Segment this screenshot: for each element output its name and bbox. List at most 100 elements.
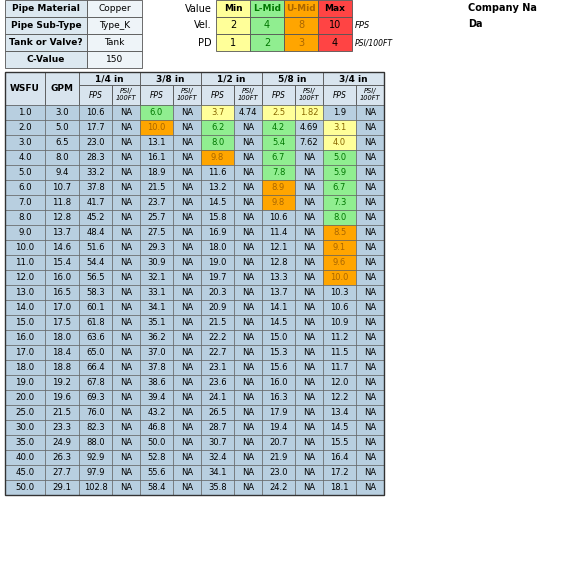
Text: NA: NA (303, 363, 315, 372)
Bar (112, 315, 140, 330)
Bar (140, 480, 173, 495)
Text: 18.8: 18.8 (52, 363, 71, 372)
Text: 6.2: 6.2 (211, 123, 224, 132)
Text: 33.1: 33.1 (147, 288, 166, 297)
Bar (5, 345, 45, 360)
Bar (5, 150, 45, 165)
Bar (173, 165, 201, 180)
Text: 17.5: 17.5 (52, 318, 71, 327)
Text: NA: NA (364, 228, 376, 237)
Text: 23.1: 23.1 (208, 363, 227, 372)
Text: 3.7: 3.7 (211, 108, 224, 117)
Bar (45, 270, 79, 285)
Text: NA: NA (181, 288, 193, 297)
Bar (140, 375, 173, 390)
Text: NA: NA (181, 483, 193, 492)
Bar (79, 450, 112, 465)
Text: 69.3: 69.3 (86, 393, 105, 402)
Bar (173, 435, 201, 450)
Text: 16.0: 16.0 (269, 378, 288, 387)
Text: 20.3: 20.3 (208, 288, 227, 297)
Bar (173, 375, 201, 390)
Text: 23.6: 23.6 (208, 378, 227, 387)
Text: PD: PD (198, 38, 212, 48)
Bar (234, 210, 262, 225)
Text: NA: NA (303, 168, 315, 177)
Bar (356, 105, 384, 120)
Bar (5, 450, 45, 465)
Bar (234, 270, 262, 285)
Bar (5, 105, 45, 120)
Text: 6.7: 6.7 (272, 153, 285, 162)
Text: NA: NA (364, 423, 376, 432)
Bar (173, 255, 201, 270)
Bar (356, 300, 384, 315)
Text: 5/8 in: 5/8 in (278, 74, 307, 83)
Text: NA: NA (364, 138, 376, 147)
Text: NA: NA (364, 468, 376, 477)
Bar (356, 195, 384, 210)
Text: 8.0: 8.0 (211, 138, 224, 147)
Text: 21.9: 21.9 (269, 453, 288, 462)
Bar (112, 105, 140, 120)
Bar (262, 300, 295, 315)
Text: 11.0: 11.0 (16, 258, 35, 267)
Text: 16.0: 16.0 (16, 333, 35, 342)
Text: 9.8: 9.8 (272, 198, 285, 207)
Text: NA: NA (181, 318, 193, 327)
Text: NA: NA (303, 348, 315, 357)
Text: 39.4: 39.4 (147, 393, 166, 402)
Text: 9.6: 9.6 (333, 258, 346, 267)
Bar (295, 85, 323, 105)
Bar (295, 270, 323, 285)
Text: NA: NA (242, 258, 254, 267)
Text: 7.0: 7.0 (18, 198, 32, 207)
Bar (201, 480, 234, 495)
Text: NA: NA (364, 108, 376, 117)
Bar (295, 240, 323, 255)
Text: NA: NA (120, 288, 132, 297)
Text: NA: NA (364, 213, 376, 222)
Bar (45, 435, 79, 450)
Bar (5, 480, 45, 495)
Text: NA: NA (242, 378, 254, 387)
Bar (323, 405, 356, 420)
Text: NA: NA (364, 123, 376, 132)
Text: NA: NA (181, 138, 193, 147)
Bar (323, 270, 356, 285)
Bar (45, 135, 79, 150)
Text: 17.0: 17.0 (16, 348, 35, 357)
Bar (234, 390, 262, 405)
Bar (79, 390, 112, 405)
Bar (79, 72, 140, 85)
Bar (356, 465, 384, 480)
Bar (262, 375, 295, 390)
Text: NA: NA (242, 303, 254, 312)
Text: 24.2: 24.2 (269, 483, 288, 492)
Bar (79, 300, 112, 315)
Bar (79, 255, 112, 270)
Text: 8.0: 8.0 (18, 213, 32, 222)
Bar (79, 285, 112, 300)
Text: 20.9: 20.9 (208, 303, 227, 312)
Text: 13.7: 13.7 (52, 228, 71, 237)
Text: 18.0: 18.0 (16, 363, 35, 372)
Bar (201, 120, 234, 135)
Text: 97.9: 97.9 (86, 468, 105, 477)
Text: 76.0: 76.0 (86, 408, 105, 417)
Text: 14.6: 14.6 (52, 243, 71, 252)
Text: 24.1: 24.1 (208, 393, 227, 402)
Text: 26.5: 26.5 (208, 408, 227, 417)
Bar (87, 34, 142, 51)
Text: Tank or Valve?: Tank or Valve? (9, 38, 83, 47)
Bar (45, 360, 79, 375)
Text: 5.0: 5.0 (55, 123, 69, 132)
Bar (356, 345, 384, 360)
Text: 35.0: 35.0 (16, 438, 35, 447)
Bar (140, 315, 173, 330)
Bar (262, 255, 295, 270)
Bar (140, 300, 173, 315)
Text: U-Mid: U-Mid (286, 4, 316, 13)
Text: 28.7: 28.7 (208, 423, 227, 432)
Bar (112, 195, 140, 210)
